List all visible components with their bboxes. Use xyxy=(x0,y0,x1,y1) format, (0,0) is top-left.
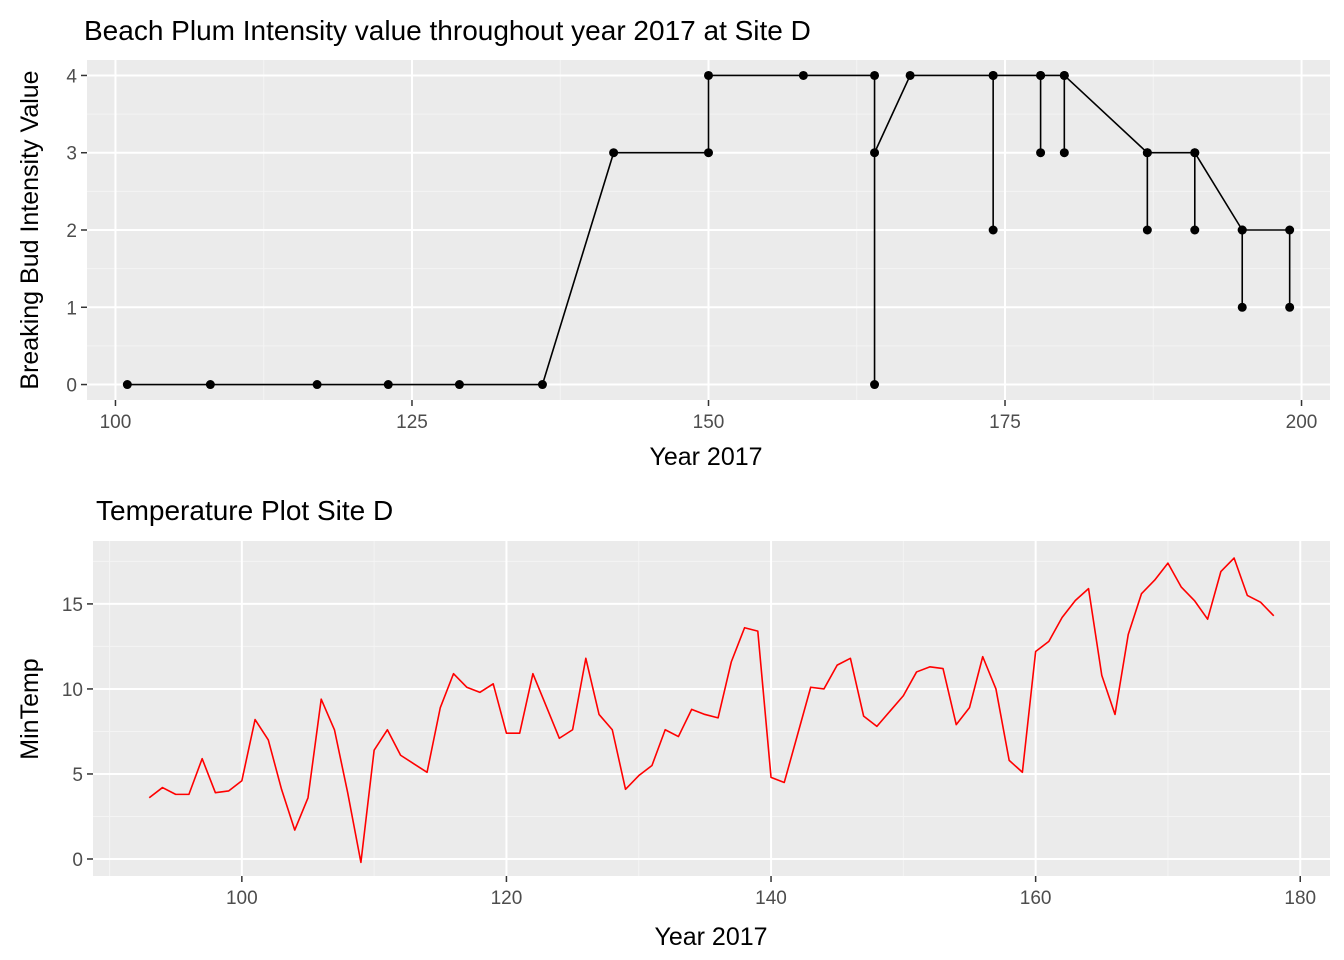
x-tick-label: 150 xyxy=(693,412,725,433)
data-point xyxy=(1285,302,1295,312)
data-point xyxy=(1190,148,1200,158)
y-tick-label: 15 xyxy=(62,595,83,616)
y-tick-label: 2 xyxy=(66,221,77,242)
chart-2-ticks: 100 120 140 160 180 0 5 10 15 xyxy=(62,595,1316,909)
chart-2-gridlines xyxy=(93,541,1330,876)
data-point xyxy=(988,225,998,235)
chart-2-y-axis-title: MinTemp xyxy=(16,658,44,759)
x-tick-label: 120 xyxy=(491,888,523,909)
data-point xyxy=(1036,148,1046,158)
data-point xyxy=(1190,225,1200,235)
chart-2-title: Temperature Plot Site D xyxy=(96,495,393,526)
data-point xyxy=(704,148,713,158)
x-tick-label: 100 xyxy=(226,888,258,909)
chart-2: Temperature Plot Site D 100 120 140 160 180 0… xyxy=(16,495,1330,951)
data-point xyxy=(988,70,998,80)
y-tick-label: 4 xyxy=(66,66,77,87)
data-point xyxy=(1036,70,1046,80)
data-point xyxy=(537,380,547,390)
x-tick-label: 200 xyxy=(1286,412,1318,433)
x-tick-label: 175 xyxy=(989,412,1021,433)
chart-1-x-axis-title: Year 2017 xyxy=(649,443,762,471)
chart-1-data xyxy=(122,70,1295,390)
data-point xyxy=(1059,70,1069,80)
data-point xyxy=(1237,302,1247,312)
chart-2-data xyxy=(148,557,1275,864)
chart-1-gridlines xyxy=(87,60,1330,400)
data-point xyxy=(312,380,322,390)
series-line xyxy=(148,557,1275,864)
x-tick-label: 180 xyxy=(1284,888,1316,909)
data-point xyxy=(870,380,880,390)
data-point xyxy=(609,148,619,158)
y-tick-label: 5 xyxy=(72,765,83,786)
y-tick-label: 0 xyxy=(66,376,77,397)
y-tick-label: 0 xyxy=(72,850,83,871)
chart-1-ticks: 100 125 150 175 200 0 1 2 3 4 xyxy=(66,66,1317,433)
data-point xyxy=(1142,148,1152,158)
series-line xyxy=(127,74,1291,386)
data-point xyxy=(798,70,808,80)
data-point xyxy=(205,380,215,390)
data-point xyxy=(383,380,393,390)
data-point xyxy=(704,70,713,80)
y-tick-label: 3 xyxy=(66,144,77,165)
data-point xyxy=(870,148,880,158)
y-tick-label: 1 xyxy=(66,298,77,319)
chart-1-y-axis-title: Breaking Bud Intensity Value xyxy=(16,70,44,389)
y-tick-label: 10 xyxy=(62,680,83,701)
x-tick-label: 125 xyxy=(396,412,428,433)
data-point xyxy=(870,70,880,80)
data-point xyxy=(1142,225,1152,235)
chart-1: Beach Plum Intensity value throughout ye… xyxy=(16,15,1330,471)
x-tick-label: 140 xyxy=(755,888,787,909)
data-point xyxy=(122,380,132,390)
data-point xyxy=(1237,225,1247,235)
chart-2-x-axis-title: Year 2017 xyxy=(654,923,767,951)
data-point xyxy=(905,70,915,80)
data-point xyxy=(1059,148,1069,158)
x-tick-label: 100 xyxy=(100,412,132,433)
data-point xyxy=(1285,225,1295,235)
data-point xyxy=(454,380,464,390)
x-tick-label: 160 xyxy=(1020,888,1052,909)
chart-1-title: Beach Plum Intensity value throughout ye… xyxy=(84,15,811,46)
